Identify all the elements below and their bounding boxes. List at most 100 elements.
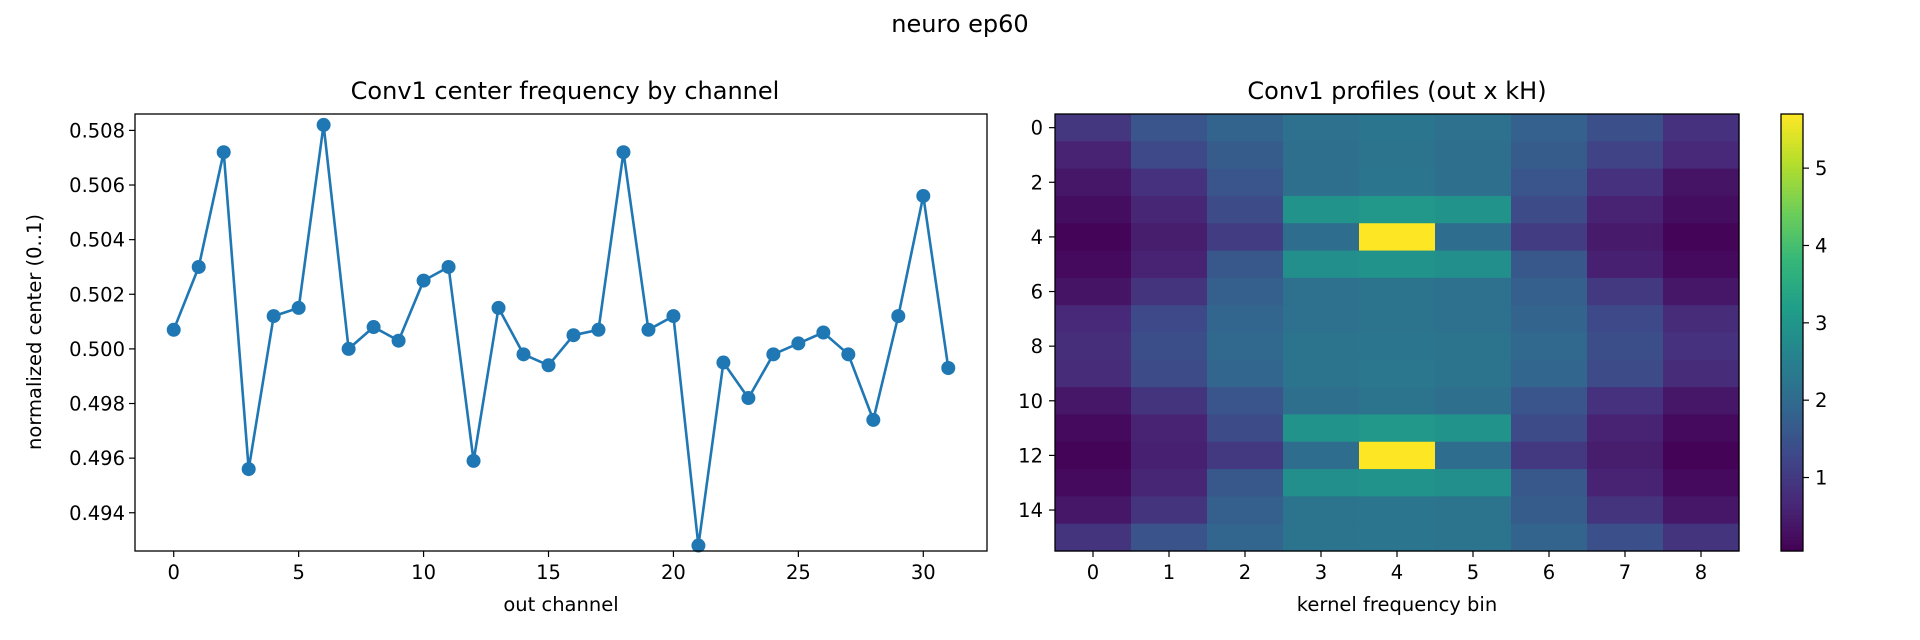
heatmap-cell [1283, 223, 1360, 252]
y-tick-label: 6 [1031, 281, 1043, 304]
colorbar-segment [1781, 157, 1803, 162]
heatmap-cell [1587, 414, 1664, 443]
colorbar-segment [1781, 226, 1803, 232]
heatmap-cell [1511, 387, 1588, 416]
heatmap-cell [1207, 414, 1284, 443]
heatmap-cell [1055, 359, 1132, 388]
heatmap-cell [1131, 305, 1208, 334]
colorbar-segment [1781, 489, 1803, 494]
colorbar-segment [1781, 208, 1803, 213]
heatmap-cell [1207, 168, 1284, 197]
colorbar-segment [1781, 314, 1803, 319]
heatmap-cell [1511, 496, 1588, 525]
heatmap-cell [1207, 359, 1284, 388]
colorbar-segment [1781, 459, 1803, 465]
colorbar-segment [1781, 114, 1803, 119]
heatmap-cell [1511, 469, 1588, 497]
heatmap-cell [1587, 469, 1664, 497]
colorbar-segment [1781, 135, 1803, 141]
colorbar-segment [1781, 357, 1803, 363]
data-point [666, 309, 681, 324]
colorbar-segment [1781, 463, 1803, 468]
heatmap-cell [1207, 496, 1284, 525]
heatmap-cell [1283, 414, 1360, 443]
heatmap-cell [1435, 496, 1512, 525]
data-point [841, 347, 856, 362]
heatmap-cell [1435, 277, 1512, 306]
heatmap-cell [1663, 387, 1740, 416]
colorbar-segment [1781, 379, 1803, 385]
heatmap-cell [1435, 469, 1512, 497]
y-tick-label: 4 [1031, 226, 1043, 249]
heatmap-cell [1283, 387, 1360, 416]
data-point [491, 300, 506, 315]
heatmap-cell [1207, 441, 1284, 470]
y-tick-label: 0.500 [69, 338, 125, 361]
data-point [541, 358, 556, 373]
heatmap-cell [1359, 496, 1436, 525]
data-point [466, 453, 481, 468]
colorbar-segment [1781, 467, 1803, 472]
heatmap-cell [1435, 250, 1512, 279]
x-tick-label: 10 [411, 561, 436, 584]
heatmap-cell [1511, 223, 1588, 252]
colorbar-segment [1781, 310, 1803, 315]
figure-title: neuro ep60 [891, 10, 1028, 38]
heatmap-cell [1131, 277, 1208, 306]
colorbar-segment [1781, 121, 1803, 126]
heatmap-cell [1055, 141, 1132, 170]
y-tick-label: 0.506 [69, 174, 125, 197]
colorbar-segment [1781, 372, 1803, 377]
x-tick-label: 4 [1391, 561, 1403, 584]
heatmap-cell [1587, 250, 1664, 279]
line-chart-xlabel: out channel [503, 593, 618, 616]
colorbar-gradient [1781, 114, 1803, 552]
heatmap-cell [1055, 223, 1132, 252]
line-chart-series [166, 117, 956, 553]
heatmap-cell [1587, 305, 1664, 334]
heatmap-chart: Conv1 profiles (out x kH) 0 1 2 3 4 5 6 7 802468… [1018, 77, 1740, 616]
colorbar-segment [1781, 518, 1803, 523]
heatmap-cell [1131, 359, 1208, 388]
colorbar-segment [1781, 325, 1803, 330]
colorbar-segment [1781, 412, 1803, 417]
heatmap-cell [1663, 523, 1740, 552]
colorbar-segment [1781, 408, 1803, 414]
heatmap-cell [1663, 441, 1740, 470]
heatmap-cell [1511, 141, 1588, 170]
heatmap-cell [1207, 305, 1284, 334]
colorbar-segment [1781, 230, 1803, 235]
heatmap-cell [1663, 359, 1740, 388]
colorbar-segment [1781, 470, 1803, 476]
heatmap-cell [1055, 523, 1132, 552]
colorbar-segment [1781, 190, 1803, 195]
heatmap-cell [1283, 114, 1360, 142]
colorbar-segment [1781, 474, 1803, 479]
heatmap-cell [1283, 141, 1360, 170]
heatmap-cell [1587, 114, 1664, 142]
colorbar-segment [1781, 292, 1803, 297]
colorbar-segment [1781, 154, 1803, 159]
heatmap-cell [1283, 523, 1360, 552]
y-tick-label: 0.498 [69, 393, 125, 416]
heatmap-cell [1359, 359, 1436, 388]
colorbar-segment [1781, 514, 1803, 519]
heatmap-cell [1359, 277, 1436, 306]
heatmap-cell [1435, 141, 1512, 170]
heatmap-cell [1131, 414, 1208, 443]
colorbar-segment [1781, 175, 1803, 181]
heatmap-cell [1131, 114, 1208, 142]
heatmap-cell [1359, 168, 1436, 197]
heatmap-cell [1131, 168, 1208, 197]
data-point [266, 309, 281, 324]
colorbar-tick-label: 4 [1815, 234, 1827, 257]
heatmap-cell [1511, 277, 1588, 306]
heatmap-cell [1055, 114, 1132, 142]
colorbar-segment [1781, 452, 1803, 457]
colorbar-segment [1781, 485, 1803, 490]
heatmap-cell [1359, 305, 1436, 334]
heatmap-title: Conv1 profiles (out x kH) [1247, 77, 1546, 105]
y-tick-label: 10 [1018, 390, 1043, 413]
heatmap-cell [1283, 305, 1360, 334]
colorbar-segment [1781, 266, 1803, 272]
